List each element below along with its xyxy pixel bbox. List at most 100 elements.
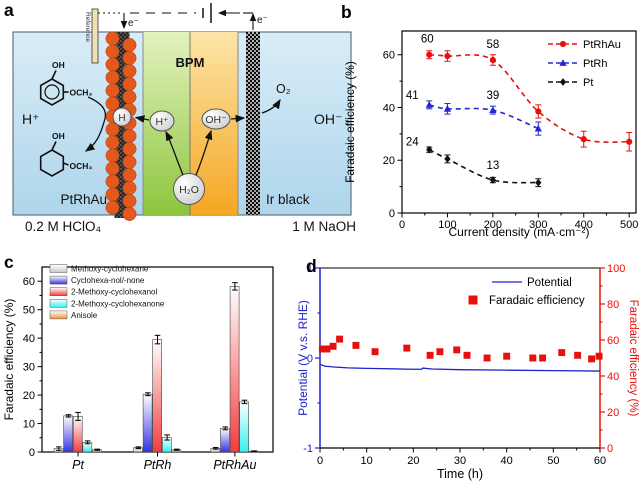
h2o-label: H₂O — [179, 184, 199, 196]
left-tick-label: 1 — [307, 263, 313, 275]
x-tick-label: 40 — [501, 455, 513, 467]
x-tick-label: 60 — [594, 455, 606, 467]
potential-line — [319, 363, 601, 372]
y-tick-label: 40 — [23, 333, 35, 345]
right-tick-label: 20 — [607, 407, 619, 419]
y-tick-label: 40 — [383, 102, 395, 114]
methoxycyclohexanol-molecule — [39, 141, 69, 177]
legend-label: Cyclohexa-nol/-none — [71, 276, 145, 285]
legend-item-Pt: Pt — [548, 77, 593, 89]
data-label: 24 — [406, 137, 419, 149]
legend-item-Anisole: Anisole — [49, 310, 98, 320]
panel-letter-c: c — [4, 252, 14, 272]
hydrogenation-arrow — [84, 96, 107, 152]
data-label: 13 — [486, 160, 499, 172]
faradaic-efficiency-points — [318, 335, 603, 363]
oh-minus-ion-label: OH⁻ — [205, 114, 226, 126]
data-label: 39 — [486, 90, 499, 102]
bar-PtRh-Cyclohexa-nol/-none — [142, 393, 153, 453]
y-tick-label: 60 — [383, 50, 395, 62]
right-axis-label: Faradaic efficiency (%) — [627, 300, 639, 417]
h2o-circle — [173, 173, 205, 205]
left-tick-label: 0 — [307, 353, 313, 365]
x-axis-label: Time (h) — [437, 467, 483, 481]
o2-arrow — [261, 98, 281, 114]
data-label: 58 — [486, 39, 499, 51]
x-tick-label: 400 — [575, 219, 593, 231]
y-tick-label: 20 — [383, 155, 395, 167]
y-tick-label: 30 — [23, 362, 35, 374]
bar-PtRh-2-Methoxy-cyclohexanol — [152, 339, 162, 453]
legend-item-2-Methoxy-cyclohexanone: 2-Methoxy-cyclohexanone — [49, 299, 165, 308]
electron-left-label: e⁻ — [128, 18, 139, 29]
x-tick-label: 20 — [407, 455, 419, 467]
bar-PtRhAu-Cyclohexa-nol/-none — [220, 428, 230, 453]
x-axis-label: Current density (mA·cm⁻²) — [448, 225, 589, 239]
bar-Pt-Cyclohexa-nol/-none — [63, 415, 73, 453]
reference-label: Reference — [84, 12, 91, 42]
legend-item-PtRh: PtRh — [548, 58, 607, 70]
cathode-label: PtRhAu — [60, 192, 107, 207]
data-label: 41 — [406, 90, 419, 102]
och3-group-bottom-label: OCH₃ — [70, 161, 93, 171]
anode-label: Ir black — [266, 192, 310, 207]
bar-Pt-2-Methoxy-cyclohexanol — [72, 416, 83, 453]
anolyte-label: 1 M NaOH — [292, 219, 356, 234]
legend-label: 2-Methoxy-cyclohexanol — [71, 288, 157, 297]
guaiacol-molecule — [39, 70, 69, 106]
right-tick-label: 100 — [607, 263, 625, 275]
right-tick-label: 40 — [607, 371, 619, 383]
legend-label-faradaic: Faradaic efficiency — [489, 295, 585, 307]
y-tick-label: 60 — [23, 276, 35, 288]
bar-PtRhAu-2-Methoxy-cyclohexanol — [229, 286, 240, 453]
series-PtRh — [425, 100, 542, 136]
oh-group-bottom-label: OH — [52, 131, 65, 141]
left-tick-label: -1 — [303, 443, 313, 455]
legend-item-Cyclohexa-nol/-none: Cyclohexa-nol/-none — [49, 275, 145, 285]
legend-label: Pt — [583, 77, 593, 89]
oh-group-top-label: OH — [52, 60, 65, 70]
category-label: PtRhAu — [213, 458, 256, 472]
water-dissociation-arrow-left — [165, 130, 184, 176]
y-tick-label: 10 — [23, 419, 35, 431]
x-tick-label: 30 — [454, 455, 466, 467]
x-tick-label: 0 — [317, 455, 323, 467]
legend-label-potential: Potential — [527, 277, 572, 289]
oh-minus-ion-circle — [201, 108, 231, 130]
reference-electrode: Reference — [84, 8, 99, 64]
x-tick-label: 10 — [361, 455, 373, 467]
legend-label: PtRhAu — [583, 39, 621, 51]
panel-c-bar-chart: 0 10 20 30 40 50 60 Faradaic efficiency (%) Pt Pt… — [2, 264, 274, 472]
right-tick-label: 60 — [607, 335, 619, 347]
legend-label: Anisole — [71, 311, 98, 320]
legend-item-Methoxy-cyclohexane: Methoxy-cyclohexane — [49, 264, 149, 274]
x-tick-label: 0 — [399, 219, 405, 231]
y-axis-label: Faradaic efficiency (%) — [343, 61, 357, 183]
panel-letter-a: a — [4, 0, 14, 20]
x-tick-label: 300 — [529, 219, 547, 231]
x-tick-label: 200 — [484, 219, 502, 231]
electrochemical-cell — [12, 31, 352, 221]
series-PtRhAu — [426, 50, 633, 152]
legend-label: 2-Methoxy-cyclohexanone — [71, 299, 165, 308]
panel-a-schematic: Reference e⁻ e⁻ OH OCH₃ OH — [12, 3, 356, 234]
legend: Potential Faradaic efficiency — [468, 277, 585, 307]
y-axis-label: Faradaic efficiency (%) — [2, 299, 16, 421]
o2-label: O₂ — [276, 82, 291, 96]
ptrhau-nanoparticles — [105, 31, 137, 221]
y-tick-label: 0 — [389, 208, 395, 220]
legend-label: PtRh — [583, 58, 607, 70]
y-tick-label: 0 — [29, 447, 35, 459]
x-tick-label: 100 — [438, 219, 456, 231]
x-tick-label: 500 — [620, 219, 638, 231]
series-Pt — [426, 145, 542, 188]
adsorbed-h-circle — [112, 107, 132, 127]
h-plus-bulk-label: H⁺ — [22, 111, 40, 127]
water-dissociation-arrow-right — [195, 129, 213, 176]
oh-minus-bulk-label: OH⁻ — [314, 111, 342, 127]
plot-frame — [401, 30, 637, 214]
y-tick-label: 50 — [23, 305, 35, 317]
right-tick-label: 80 — [607, 299, 619, 311]
